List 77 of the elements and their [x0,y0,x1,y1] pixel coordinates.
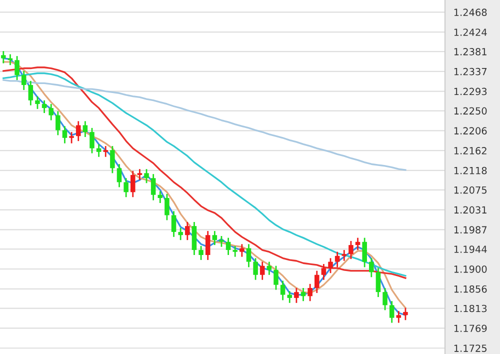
candlestick [48,103,54,121]
candlestick [90,127,94,154]
y-tick-label: 1.2118 [454,166,487,174]
candlestick [274,265,278,290]
candlestick [369,257,374,278]
y-tick-label: 1.1813 [454,304,487,312]
candlestick [226,237,231,256]
candlestick [334,251,340,268]
candlestick [355,237,360,251]
candlestick [35,96,40,110]
y-tick-label: 1.1725 [454,344,487,352]
y-tick-label: 1.2468 [454,8,487,16]
candlestick [158,190,163,204]
y-tick-label: 1.1769 [454,324,487,332]
y-tick-label: 1.2250 [454,107,487,115]
candlestick [62,125,68,144]
candlestick [314,270,320,294]
candlestick [28,80,34,106]
candlestick [205,230,210,261]
candlestick [212,230,218,246]
candlestick [280,280,286,301]
y-tick-label: 1.2337 [454,68,487,76]
candlestick [56,110,60,136]
candlestick [82,120,88,138]
candlestick [69,131,74,144]
y-tick-label: 1.2293 [454,88,487,96]
candlestick [294,287,299,304]
candlestick [260,261,265,281]
candlestick [171,210,176,238]
y-tick-label: 1.2206 [454,127,487,134]
candlestick [389,300,394,324]
candlestick [321,263,326,281]
candlestick [376,267,381,298]
candlestick [287,290,292,304]
candlestick [21,70,26,91]
y-tick-label: 1.2162 [454,147,486,154]
candlestick [150,173,156,201]
candlestick [232,245,238,258]
candlestick [219,235,224,248]
y-tick-label: 1.2031 [454,206,486,214]
candlestick [266,261,272,276]
candlestick [110,145,115,174]
y-tick-label: 1.1856 [454,285,487,293]
candlestick [14,55,20,81]
y-tick-label: 1.2381 [454,48,486,56]
candlestick [396,310,402,324]
candlestick [130,170,136,198]
candlestick [116,163,122,188]
candlestick [185,221,190,241]
candlestick [103,145,108,158]
candlestick [382,287,388,311]
candlestick [300,287,306,302]
candlestick [246,243,252,268]
candlestick [253,257,258,281]
y-tick-label: 1.1900 [454,265,487,273]
candlestick [1,50,6,64]
candlestick [137,168,142,181]
candlestick [42,100,47,114]
candlestick [328,257,333,274]
y-tick-label: 1.2424 [454,28,487,36]
candlestick [144,168,149,184]
candlestick [76,120,81,142]
candlestick [192,221,197,256]
candlestick [178,227,183,241]
y-tick-label: 1.1944 [454,246,487,253]
candlestick [198,245,204,261]
candlestick [342,249,347,262]
candlestick [348,240,354,260]
candlestick [164,193,170,221]
y-tick-label: 1.1987 [454,226,487,234]
candlestick [403,307,408,321]
candlestick [308,283,312,302]
candlestick [362,237,367,268]
candlestick [240,243,244,258]
y-tick-label: 1.2075 [454,186,487,194]
candlestick [96,144,102,158]
candlestick [124,177,128,198]
